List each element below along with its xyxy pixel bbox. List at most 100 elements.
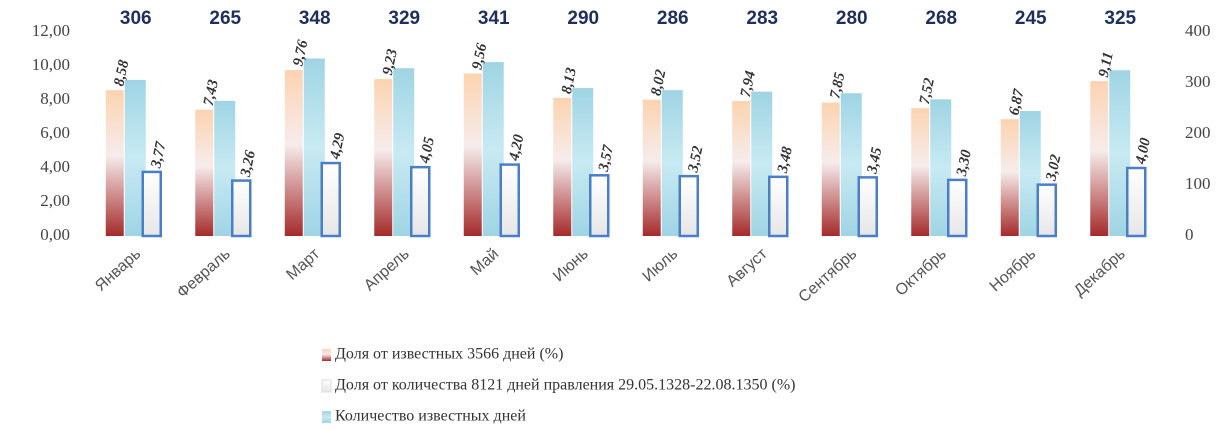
y-tick-label: 12,00 xyxy=(32,21,70,40)
x-tick-label: Октябрь xyxy=(892,245,949,299)
data-label: 306 xyxy=(120,8,152,29)
legend-label: Доля от количества 8121 дней правления 2… xyxy=(335,377,795,394)
bar xyxy=(320,161,341,238)
bar xyxy=(393,68,415,237)
data-label: 268 xyxy=(925,8,957,29)
value-label: 4,00 xyxy=(1133,136,1154,166)
bar xyxy=(661,90,683,236)
x-tick-label: Февраль xyxy=(174,245,234,301)
bar xyxy=(374,79,393,236)
legend-label: Количество известных дней xyxy=(335,408,526,425)
x-tick-label: Март xyxy=(283,245,323,284)
value-label: 6,87 xyxy=(1006,87,1027,116)
bar xyxy=(303,58,325,236)
value-label: 3,45 xyxy=(864,145,885,175)
value-label: 4,29 xyxy=(327,131,348,161)
x-tick-label: Август xyxy=(724,245,772,290)
data-label: 283 xyxy=(746,8,778,29)
x-tick-label: Январь xyxy=(92,245,144,294)
bar xyxy=(105,90,124,236)
x-tick-label: Май xyxy=(468,245,503,279)
bar xyxy=(214,100,236,236)
value-label: 9,11 xyxy=(1096,50,1117,78)
y-tick-label: 0,00 xyxy=(40,225,70,244)
bar xyxy=(840,93,862,236)
bar xyxy=(1090,81,1109,236)
y-tick-label: 2,00 xyxy=(40,191,70,210)
legend-swatch xyxy=(322,411,331,423)
data-label: 329 xyxy=(388,8,420,29)
bar xyxy=(410,165,431,238)
bar xyxy=(732,101,751,237)
bar xyxy=(947,178,968,238)
data-label: 286 xyxy=(657,8,689,29)
bar xyxy=(572,88,594,236)
value-label: 3,02 xyxy=(1043,153,1064,183)
bar xyxy=(482,62,504,237)
value-label: 9,23 xyxy=(380,47,401,76)
bar xyxy=(751,91,773,236)
y-tick-label: 10,00 xyxy=(32,55,70,74)
data-label: 341 xyxy=(478,8,510,29)
bar xyxy=(231,179,252,238)
value-label: 3,48 xyxy=(775,145,796,175)
value-label: 3,57 xyxy=(596,143,617,173)
bar xyxy=(678,174,699,238)
bar xyxy=(589,174,610,238)
bar xyxy=(141,170,162,238)
value-label: 3,26 xyxy=(238,149,259,179)
y-tick-label: 6,00 xyxy=(40,123,70,142)
legend-label: Доля от известных 3566 дней (%) xyxy=(335,346,563,363)
x-tick-label: Июль xyxy=(640,245,682,285)
value-label: 8,58 xyxy=(111,58,132,87)
bar xyxy=(768,175,789,238)
value-label: 8,13 xyxy=(559,66,580,95)
bar xyxy=(499,163,520,238)
data-label: 325 xyxy=(1104,8,1136,29)
legend-swatch xyxy=(322,349,331,361)
x-tick-label: Апрель xyxy=(361,245,413,294)
value-label: 3,77 xyxy=(148,140,169,170)
bar xyxy=(642,99,661,236)
value-label: 3,30 xyxy=(954,148,975,178)
x-tick-label: Декабрь xyxy=(1071,245,1129,299)
bar xyxy=(1000,119,1019,236)
y-tick-label: 4,00 xyxy=(40,157,70,176)
data-label: 265 xyxy=(209,8,241,29)
value-label: 7,43 xyxy=(201,78,222,107)
bar xyxy=(857,176,878,238)
value-label: 3,52 xyxy=(685,144,706,174)
bar xyxy=(1019,111,1041,236)
data-label: 290 xyxy=(567,8,599,29)
bar xyxy=(284,70,303,236)
value-label: 7,52 xyxy=(917,76,938,105)
bar xyxy=(124,79,146,236)
x-tick-label: Ноябрь xyxy=(987,245,1040,295)
y-tick-label: 8,00 xyxy=(40,89,70,108)
data-label: 348 xyxy=(299,8,331,29)
y2-tick-label: 0 xyxy=(1185,225,1194,244)
value-label: 4,20 xyxy=(506,133,527,163)
value-label: 7,94 xyxy=(738,69,759,98)
data-label: 245 xyxy=(1015,8,1047,29)
bar xyxy=(1109,70,1131,236)
bar xyxy=(911,108,930,236)
bar xyxy=(1036,183,1057,238)
bar xyxy=(553,97,572,236)
data-label: 280 xyxy=(836,8,868,29)
value-label: 8,02 xyxy=(648,68,669,97)
value-label: 9,56 xyxy=(469,42,490,71)
value-label: 7,85 xyxy=(827,71,848,100)
bar xyxy=(930,99,952,236)
bar xyxy=(463,73,482,236)
x-tick-label: Сентябрь xyxy=(796,245,861,306)
bar xyxy=(195,109,214,236)
y2-tick-label: 300 xyxy=(1185,72,1211,91)
value-label: 4,05 xyxy=(417,135,438,165)
y2-tick-label: 400 xyxy=(1185,21,1211,40)
bar xyxy=(821,102,840,236)
y2-tick-label: 100 xyxy=(1185,174,1211,193)
bar xyxy=(1126,166,1147,238)
value-label: 9,76 xyxy=(290,38,311,67)
